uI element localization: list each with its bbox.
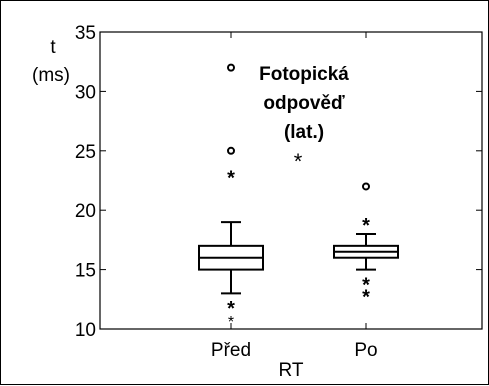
chart-title-line: odpověď xyxy=(263,93,345,114)
y-tick-label: 25 xyxy=(75,142,96,163)
plot-area xyxy=(99,31,483,330)
chart-title-line: Fotopická xyxy=(259,64,349,85)
x-axis-label: RT xyxy=(279,360,304,381)
y-axis-label-line: t xyxy=(50,37,56,58)
outlier-star: * xyxy=(362,215,370,237)
outlier-circle xyxy=(227,63,235,72)
box-2: *** xyxy=(333,182,399,308)
box-1: *** xyxy=(198,63,264,331)
y-axis-label: t (ms) xyxy=(32,37,70,86)
x-axis: Před Po xyxy=(211,32,378,361)
outlier-circle xyxy=(227,146,235,155)
chart-title-line: (lat.) xyxy=(284,122,324,143)
y-axis: 10 15 20 25 30 35 xyxy=(75,23,482,341)
chart-title: Fotopická odpověď (lat.) xyxy=(259,64,349,143)
y-tick-label: 15 xyxy=(75,261,96,282)
y-tick-label: 20 xyxy=(75,201,96,222)
outlier-star: * xyxy=(227,298,235,320)
x-tick-label: Po xyxy=(354,340,377,361)
y-tick-label: 30 xyxy=(75,82,96,103)
boxes: ****** xyxy=(198,63,399,331)
y-tick-label: 10 xyxy=(75,320,96,341)
y-tick-label: 35 xyxy=(75,23,96,44)
outlier-star: * xyxy=(228,314,234,331)
significance-marker: * xyxy=(294,149,303,174)
y-axis-label-line: (ms) xyxy=(32,65,70,86)
outlier-star: * xyxy=(227,168,235,190)
outlier-star: * xyxy=(362,286,370,308)
x-tick-label: Před xyxy=(211,340,251,361)
outlier-circle xyxy=(362,182,370,191)
outlier-star: * xyxy=(362,274,370,296)
